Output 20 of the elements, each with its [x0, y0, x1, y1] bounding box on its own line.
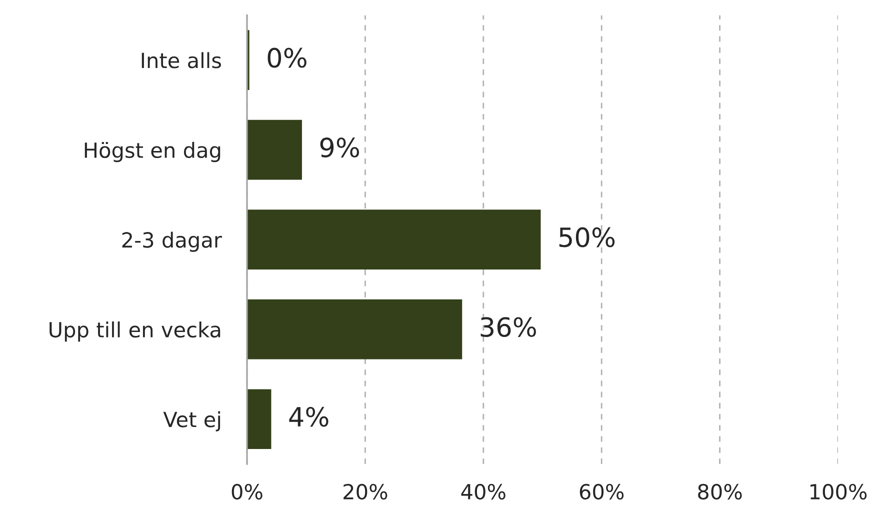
- data-label: 0%: [268, 48, 306, 68]
- x-tick-label: 60%: [580, 484, 624, 500]
- y-tick-label: Upp till en vecka: [50, 321, 220, 342]
- x-tick-label: 20%: [344, 484, 388, 500]
- y-tick-label: Vet ej: [163, 411, 220, 432]
- bar: [246, 299, 462, 360]
- x-tick-label: 0%: [232, 484, 262, 500]
- x-tick-label: 100%: [810, 484, 867, 500]
- x-tick-label: 80%: [698, 484, 742, 500]
- bar: [246, 120, 302, 180]
- data-label: 9%: [320, 138, 360, 158]
- x-tick-label: 40%: [461, 484, 506, 500]
- bar: [246, 210, 541, 270]
- y-tick-label: Inte alls: [142, 52, 221, 68]
- data-label: 50%: [559, 227, 615, 248]
- y-tick-label: 2-3 dagar: [122, 232, 222, 252]
- bar: [246, 389, 272, 450]
- data-label: 36%: [480, 317, 536, 338]
- y-tick-label: Högst en dag: [84, 142, 220, 162]
- data-label: 4%: [289, 406, 328, 427]
